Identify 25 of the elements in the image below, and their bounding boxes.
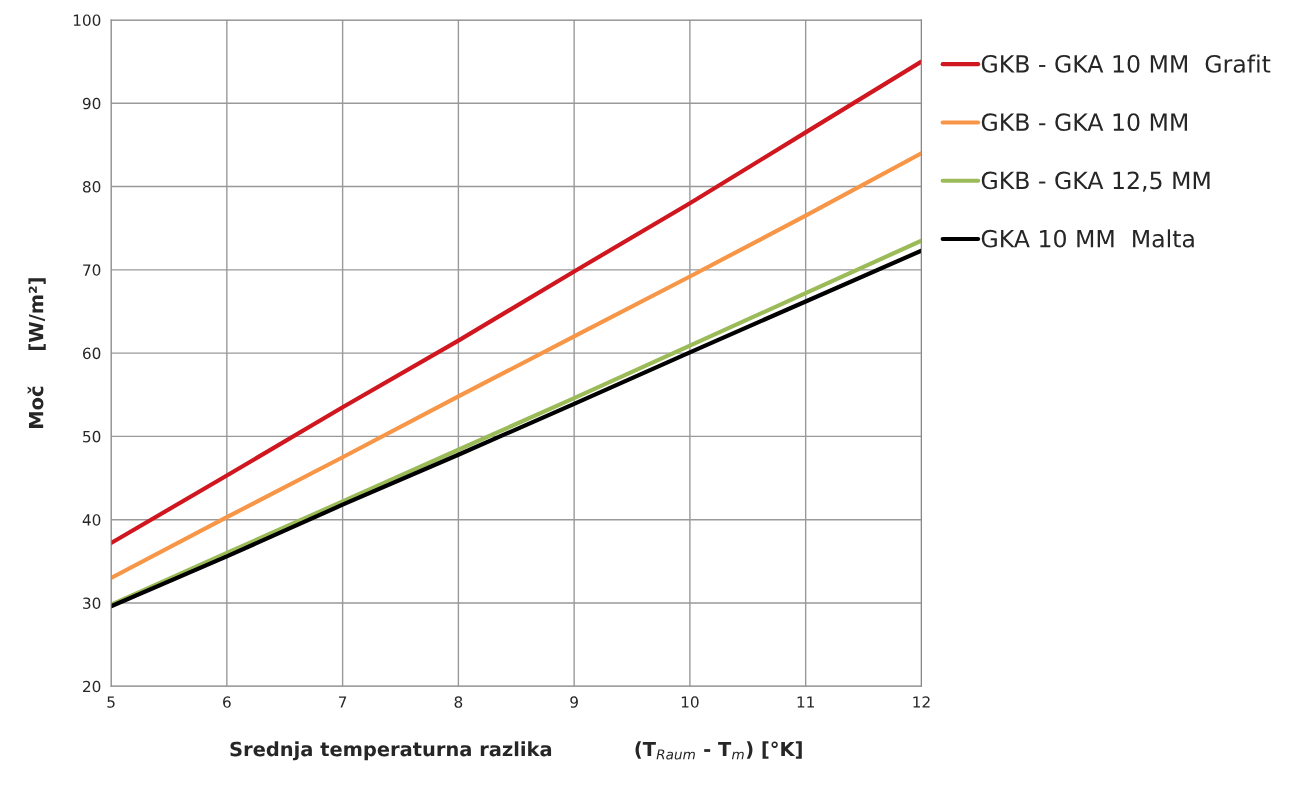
y-tick-label: 30 (83, 597, 101, 610)
y-tick-label: 50 (83, 430, 101, 443)
line-series (111, 59, 922, 546)
x-axis-title: Srednja temperaturna razlika (T$_{Raum}$ - T$_{m}$) [°K] (230, 741, 802, 761)
legend-label: GKA 10 MM Malta (981, 229, 1194, 248)
x-tick-label: 7 (339, 696, 347, 708)
x-tick-label: 9 (570, 696, 578, 708)
x-tick-label: 12 (913, 696, 930, 708)
legend-label: GKB - GKA 10 MM (981, 113, 1187, 132)
legend-label: GKB - GKA 12,5 MM (981, 171, 1210, 192)
y-tick-label: 100 (73, 14, 101, 26)
y-tick-label: 40 (82, 514, 101, 526)
x-tick-label: 11 (797, 696, 814, 708)
y-axis-title: Moč [W/m²] (27, 278, 46, 428)
y-tick-label: 70 (83, 264, 101, 276)
line-series (111, 151, 922, 581)
x-tick-label: 10 (681, 696, 699, 708)
y-tick-label: 90 (82, 97, 101, 110)
x-tick-label: 8 (454, 696, 463, 708)
y-tick-label: 80 (82, 181, 101, 193)
y-tick-label: 60 (83, 347, 101, 360)
legend-label: GKB - GKA 10 MM Grafit (981, 54, 1271, 73)
y-tick-label: 20 (83, 680, 101, 693)
x-tick-label: 5 (107, 696, 115, 708)
x-tick-label: 6 (223, 696, 231, 708)
